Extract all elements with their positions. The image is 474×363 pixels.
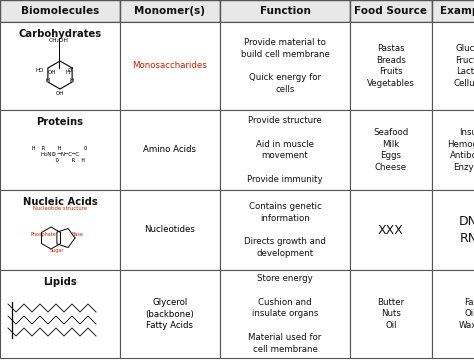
Text: Butter
Nuts
Oil: Butter Nuts Oil — [377, 298, 405, 330]
Text: Nucleic Acids: Nucleic Acids — [23, 197, 97, 207]
Text: Phosphate: Phosphate — [30, 232, 56, 237]
Bar — [350, 270, 432, 358]
Text: OH: OH — [48, 70, 56, 76]
Bar — [0, 22, 120, 110]
Text: H₂N⊖ ─N─C─C: H₂N⊖ ─N─C─C — [41, 151, 79, 156]
Bar — [432, 270, 474, 358]
Text: Function: Function — [260, 6, 310, 16]
Bar — [0, 110, 120, 190]
Bar — [120, 0, 220, 22]
Text: Lipids: Lipids — [43, 277, 77, 287]
Text: OH: OH — [56, 91, 64, 96]
Bar — [220, 270, 350, 358]
Text: H: H — [70, 78, 74, 83]
Bar — [432, 190, 474, 270]
Text: Seafood
Milk
Eggs
Cheese: Seafood Milk Eggs Cheese — [374, 128, 409, 172]
Bar — [432, 22, 474, 110]
Text: Monosaccharides: Monosaccharides — [133, 61, 207, 70]
Text: Food Source: Food Source — [355, 6, 428, 16]
Bar — [350, 190, 432, 270]
Text: Carbohydrates: Carbohydrates — [18, 29, 101, 39]
Bar — [220, 0, 350, 22]
Bar — [432, 110, 474, 190]
Text: Proteins: Proteins — [36, 117, 83, 127]
Text: H  R    H       O: H R H O — [32, 146, 88, 151]
Text: Store energy

Cushion and
insulate organs

Material used for
cell membrane: Store energy Cushion and insulate organs… — [248, 274, 322, 354]
Bar — [350, 110, 432, 190]
Text: HO: HO — [36, 69, 44, 73]
Text: Example(s): Example(s) — [440, 6, 474, 16]
Text: H: H — [66, 70, 70, 76]
Text: CH₂OH: CH₂OH — [49, 38, 69, 43]
Text: Pastas
Breads
Fruits
Vegetables: Pastas Breads Fruits Vegetables — [367, 44, 415, 88]
Bar — [0, 0, 120, 22]
Bar — [220, 190, 350, 270]
Text: O    R  H: O R H — [36, 158, 84, 163]
Bar — [0, 190, 120, 270]
Bar — [220, 22, 350, 110]
Text: O: O — [68, 68, 72, 73]
Text: XXX: XXX — [378, 224, 404, 237]
Text: Base: Base — [71, 232, 83, 237]
Text: H: H — [46, 78, 50, 83]
Bar — [120, 110, 220, 190]
Bar — [350, 22, 432, 110]
Text: Contains genetic
information

Directs growth and
development: Contains genetic information Directs gro… — [244, 202, 326, 258]
Text: Nucleotide structure: Nucleotide structure — [33, 206, 87, 211]
Bar — [220, 110, 350, 190]
Bar — [432, 0, 474, 22]
Bar — [350, 0, 432, 22]
Text: Amino Acids: Amino Acids — [144, 146, 197, 155]
Bar — [120, 190, 220, 270]
Text: Biomolecules: Biomolecules — [21, 6, 99, 16]
Bar — [120, 22, 220, 110]
Text: Provide material to
build cell membrane

Quick energy for
cells: Provide material to build cell membrane … — [241, 38, 329, 94]
Text: Fats
Oils
Waxes: Fats Oils Waxes — [459, 298, 474, 330]
Bar — [0, 270, 120, 358]
Text: Monomer(s): Monomer(s) — [135, 6, 206, 16]
Text: Provide structure

Aid in muscle
movement

Provide immunity: Provide structure Aid in muscle movement… — [247, 116, 323, 184]
Text: Insulin
Hemoglobin
Antibodies
Enzymes: Insulin Hemoglobin Antibodies Enzymes — [447, 128, 474, 172]
Text: Glucose
Fructose
Lactose
Cellulose: Glucose Fructose Lactose Cellulose — [454, 44, 474, 88]
Text: Nucleotides: Nucleotides — [145, 225, 195, 234]
Text: Glycerol
(backbone)
Fatty Acids: Glycerol (backbone) Fatty Acids — [146, 298, 194, 330]
Text: DNA
RNA: DNA RNA — [459, 215, 474, 245]
Text: Sugar: Sugar — [50, 248, 64, 253]
Bar — [120, 270, 220, 358]
